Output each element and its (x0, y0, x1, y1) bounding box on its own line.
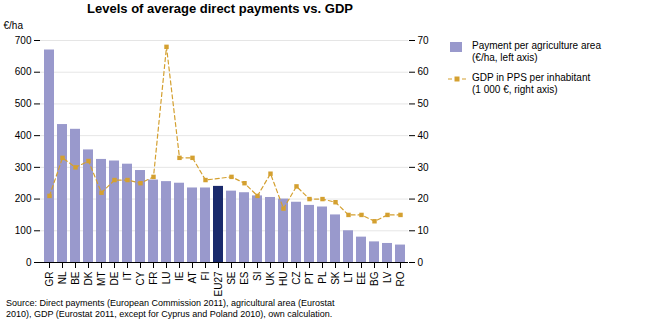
svg-text:400: 400 (15, 130, 32, 141)
svg-text:EE: EE (356, 271, 367, 285)
svg-text:DK: DK (83, 271, 94, 285)
svg-text:700: 700 (15, 35, 32, 46)
svg-text:AT: AT (187, 272, 198, 284)
svg-text:CY: CY (135, 271, 146, 285)
svg-text:IE: IE (174, 271, 185, 281)
svg-text:MT: MT (96, 272, 107, 286)
svg-text:BE: BE (70, 271, 81, 285)
svg-text:200: 200 (15, 193, 32, 204)
svg-text:PL: PL (317, 271, 328, 284)
svg-text:20: 20 (418, 193, 430, 204)
html-text:Levels of average direct payme: Levels of average direct payments vs. GD… (87, 1, 353, 16)
svg-text:SE: SE (226, 271, 237, 285)
svg-text:FI: FI (200, 272, 211, 281)
html-text:Payment per agriculture area (: Payment per agriculture area (€/ha, left… (472, 40, 601, 63)
html-text:Source: Direct payments (Europ: Source: Direct payments (European Commis… (6, 298, 335, 319)
svg-text:EU27: EU27 (213, 271, 224, 296)
svg-text:10: 10 (418, 225, 430, 236)
svg-text:40: 40 (418, 130, 430, 141)
svg-text:LU: LU (161, 272, 172, 285)
svg-text:PT: PT (304, 272, 315, 285)
svg-text:€/ha: €/ha (4, 20, 24, 31)
svg-text:100: 100 (15, 225, 32, 236)
svg-text:0: 0 (418, 257, 424, 268)
svg-text:CZ: CZ (291, 272, 302, 285)
svg-text:HU: HU (278, 272, 289, 286)
html-text:GDP in PPS per inhabitant (1 0: GDP in PPS per inhabitant (1 000 €, righ… (472, 72, 591, 95)
svg-text:NL: NL (57, 271, 68, 284)
svg-text:ES: ES (239, 271, 250, 285)
svg-text:FR: FR (148, 272, 159, 285)
svg-text:500: 500 (15, 98, 32, 109)
svg-text:LV: LV (382, 271, 393, 283)
svg-text:50: 50 (418, 98, 430, 109)
svg-text:DE: DE (109, 271, 120, 285)
svg-text:SI: SI (252, 272, 263, 281)
svg-text:RO: RO (395, 271, 406, 286)
svg-text:0: 0 (26, 257, 32, 268)
svg-text:BG: BG (369, 271, 380, 286)
svg-text:SK: SK (330, 271, 341, 285)
svg-text:GR: GR (44, 272, 55, 287)
svg-text:UK: UK (265, 271, 276, 285)
svg-text:LT: LT (343, 272, 354, 283)
svg-text:IT: IT (122, 272, 133, 281)
svg-text:600: 600 (15, 66, 32, 77)
svg-text:30: 30 (418, 162, 430, 173)
svg-text:70: 70 (418, 35, 430, 46)
svg-text:60: 60 (418, 66, 430, 77)
svg-text:300: 300 (15, 162, 32, 173)
